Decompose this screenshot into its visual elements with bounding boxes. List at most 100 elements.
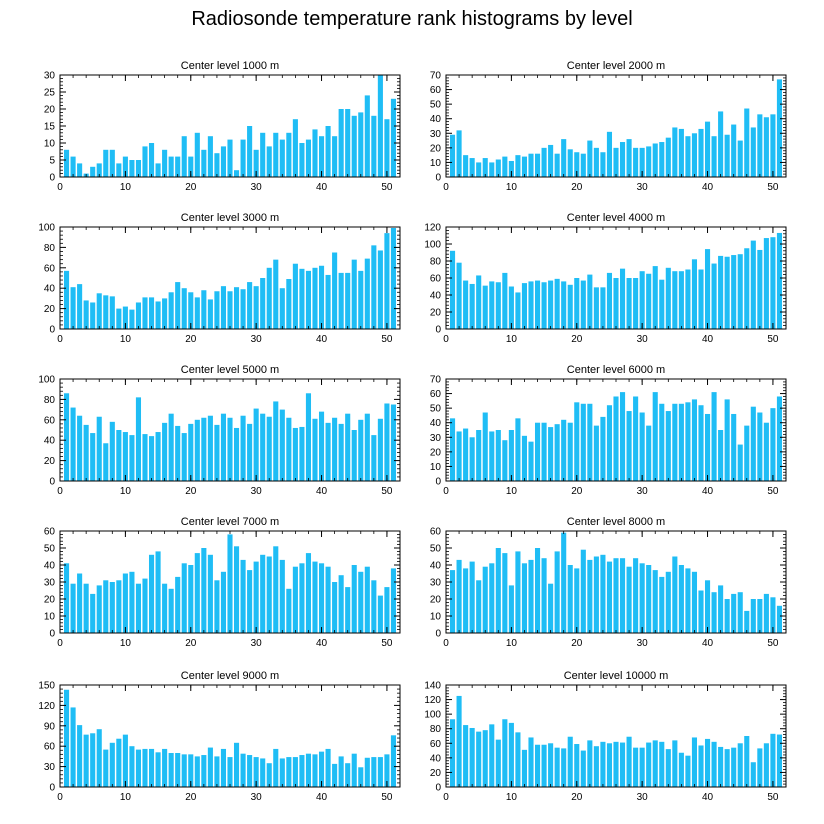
- y-tick-label: 120: [38, 701, 55, 712]
- bar: [103, 580, 109, 633]
- bar: [207, 415, 213, 481]
- bar: [528, 281, 534, 329]
- panel-title: Center level 6000 m: [567, 364, 665, 376]
- bar: [561, 748, 567, 787]
- bar: [534, 422, 541, 481]
- bar: [613, 278, 619, 329]
- x-tick-label: 0: [443, 638, 449, 649]
- bar: [260, 132, 266, 177]
- bar: [312, 561, 318, 633]
- bar: [678, 403, 684, 481]
- bar: [737, 592, 743, 633]
- bar: [122, 156, 128, 177]
- bar: [103, 295, 109, 329]
- bar: [502, 719, 508, 787]
- x-tick-label: 40: [702, 334, 714, 345]
- bar: [207, 747, 213, 787]
- panel-10: Center level 10000 m 0 10 20 30 40 50 0 20 40 60 80…: [424, 670, 787, 803]
- bar: [554, 424, 560, 481]
- bar: [279, 139, 285, 177]
- y-tick-label: 0: [435, 629, 441, 640]
- bar: [286, 588, 292, 633]
- bar: [247, 126, 253, 177]
- bar: [220, 413, 227, 481]
- bar: [548, 427, 554, 481]
- bar: [489, 431, 495, 481]
- bar: [600, 152, 606, 177]
- bar: [606, 131, 613, 177]
- bar: [233, 742, 240, 787]
- bar: [489, 162, 495, 177]
- bar: [619, 142, 626, 177]
- bar: [148, 748, 155, 787]
- y-tick-label: 0: [435, 325, 441, 336]
- bar: [181, 433, 187, 481]
- bar: [515, 418, 521, 481]
- bar: [763, 422, 769, 481]
- x-tick-label: 20: [185, 792, 197, 803]
- x-tick-label: 20: [185, 182, 197, 193]
- y-tick-label: 30: [44, 762, 56, 773]
- bar: [253, 757, 259, 787]
- y-tick-label: 40: [430, 291, 442, 302]
- bar: [77, 725, 83, 787]
- bar: [750, 406, 756, 481]
- y-tick-label: 20: [44, 456, 56, 467]
- panel-6: Center level 6000 m 0 10 20 30 40 50 0 10 20 30 40 5…: [430, 364, 787, 497]
- x-tick-label: 0: [443, 334, 449, 345]
- y-tick-label: 70: [430, 71, 442, 82]
- bar: [548, 583, 554, 633]
- x-tick-label: 40: [702, 182, 714, 193]
- bar: [711, 592, 717, 633]
- bar: [338, 756, 344, 787]
- bar: [175, 425, 181, 481]
- bar: [371, 580, 377, 633]
- y-tick-label: 10: [44, 139, 56, 150]
- bar: [286, 279, 292, 329]
- bar: [318, 265, 325, 329]
- bar: [456, 559, 462, 633]
- bar: [266, 763, 272, 787]
- bar: [305, 139, 312, 177]
- bar: [567, 284, 573, 329]
- bar: [181, 136, 187, 177]
- bar: [476, 430, 482, 481]
- bar: [561, 139, 567, 177]
- bar: [639, 747, 645, 787]
- bar: [299, 426, 305, 481]
- bar: [665, 571, 671, 633]
- bar: [253, 561, 259, 633]
- bar: [116, 580, 122, 633]
- bar: [567, 422, 573, 481]
- y-tick-label: 30: [44, 578, 56, 589]
- bar: [731, 124, 737, 177]
- bar: [508, 160, 514, 177]
- bar: [345, 587, 351, 633]
- bar: [718, 111, 724, 177]
- bar: [593, 147, 599, 177]
- y-tick-label: 10: [430, 462, 442, 473]
- bar: [770, 597, 776, 633]
- bar: [639, 271, 645, 329]
- bar: [83, 734, 89, 787]
- bar: [214, 153, 220, 177]
- bar: [567, 149, 573, 177]
- bar: [626, 566, 632, 633]
- y-tick-label: 0: [49, 173, 55, 184]
- bar: [345, 272, 351, 329]
- bar: [744, 108, 750, 177]
- bar: [155, 432, 161, 481]
- x-tick-label: 0: [443, 792, 449, 803]
- bar: [240, 289, 246, 329]
- y-tick-label: 100: [38, 375, 55, 386]
- bar: [587, 403, 593, 481]
- bar: [155, 301, 161, 329]
- bar: [194, 297, 200, 329]
- bar: [737, 444, 743, 481]
- bar: [116, 163, 122, 177]
- y-tick-label: 0: [49, 629, 55, 640]
- y-tick-label: 40: [44, 284, 56, 295]
- bar: [626, 736, 632, 787]
- bar: [332, 763, 338, 787]
